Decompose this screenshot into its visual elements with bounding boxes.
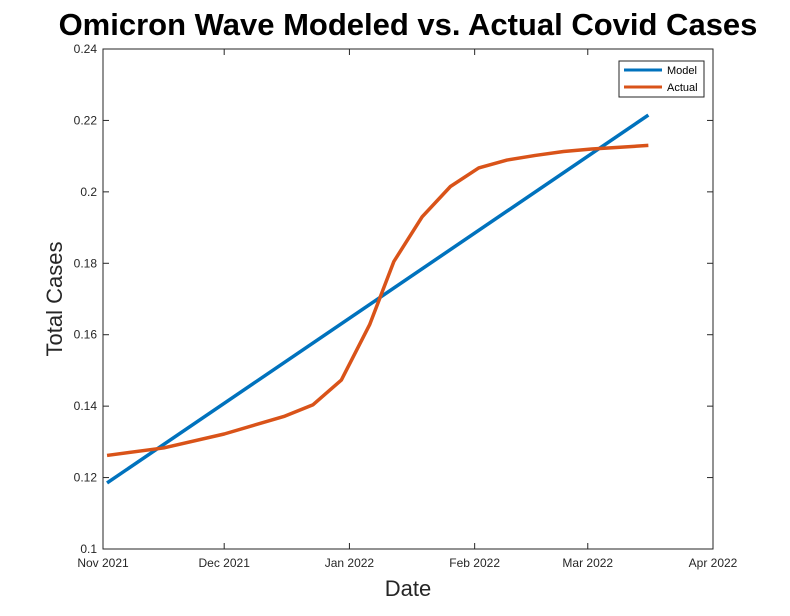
x-tick-label: Mar 2022 bbox=[562, 556, 613, 570]
y-axis-label: Total Cases bbox=[42, 242, 67, 357]
y-tick-label: 0.22 bbox=[74, 113, 98, 127]
axes-box bbox=[102, 48, 714, 550]
x-tick-label: Jan 2022 bbox=[325, 556, 375, 570]
x-axis-label: Date bbox=[385, 576, 431, 601]
y-tick-label: 0.24 bbox=[74, 42, 98, 56]
plot-series-group bbox=[106, 113, 650, 485]
legend-label-model: Model bbox=[667, 65, 697, 77]
x-tick-label: Feb 2022 bbox=[449, 556, 500, 570]
legend-box bbox=[618, 60, 705, 98]
y-tick-label: 0.14 bbox=[74, 399, 98, 413]
x-tick-label: Nov 2021 bbox=[77, 556, 129, 570]
axis-ticks-group: Nov 2021 Dec 2021 Jan 2022 Feb 2022 Mar 2022… bbox=[74, 42, 738, 570]
y-tick-label: 0.18 bbox=[74, 256, 98, 270]
legend: Model Actual bbox=[618, 60, 705, 98]
plot-area bbox=[103, 49, 713, 549]
x-tick-label: Apr 2022 bbox=[689, 556, 738, 570]
y-tick-label: 0.2 bbox=[80, 185, 97, 199]
y-tick-label: 0.12 bbox=[74, 471, 98, 485]
y-tick-label: 0.1 bbox=[80, 542, 97, 556]
legend-label-actual: Actual bbox=[667, 82, 698, 94]
y-tick-label: 0.16 bbox=[74, 328, 98, 342]
x-tick-label: Dec 2021 bbox=[199, 556, 251, 570]
chart-title: Omicron Wave Modeled vs. Actual Covid Ca… bbox=[59, 7, 758, 42]
